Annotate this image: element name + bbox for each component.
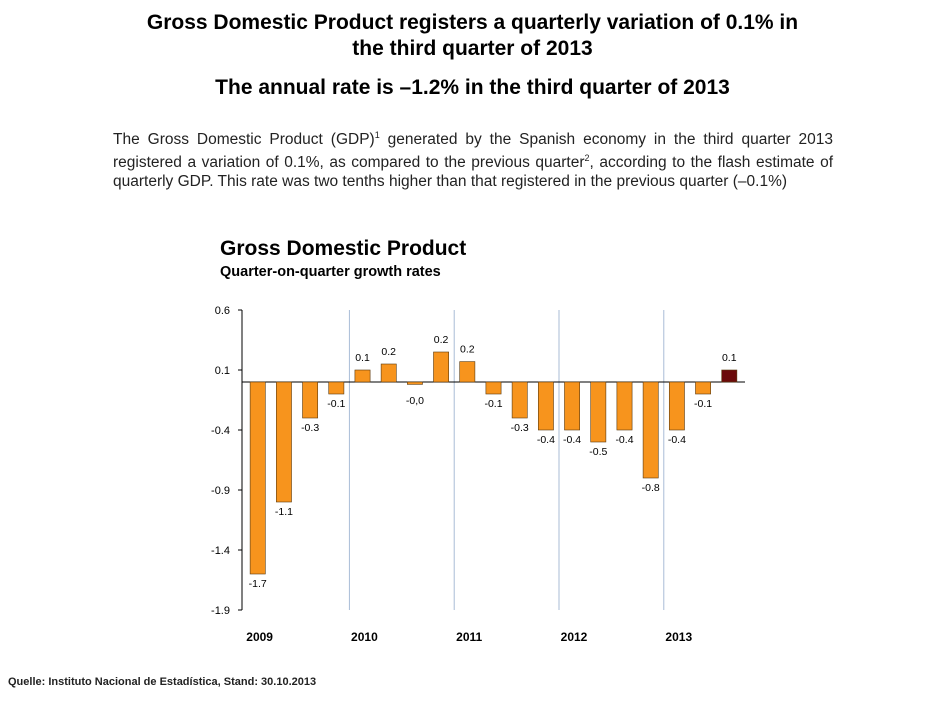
bar-value-label: -1.7 [249,578,267,590]
bar-value-label: -0.4 [563,434,581,446]
intro-part2: generated by the Spanish economy in the … [113,131,834,172]
bar-value-label: -0.4 [615,434,633,446]
y-tick-label: 0.6 [215,305,230,317]
bar [380,363,397,383]
bar [354,369,371,383]
bar-value-label: 0.2 [381,346,396,358]
bar [276,381,292,503]
bar-value-label: -0.4 [537,434,555,446]
bar [511,381,528,419]
main-headline-line2: the third quarter of 2013 [352,37,593,60]
x-year-label: 2011 [456,630,482,644]
main-headline-line1: Gross Domestic Product registers a quart… [146,11,799,34]
main-headline: Gross Domestic Product registers a quart… [0,10,945,62]
bar [564,381,580,431]
x-year-label: 2013 [665,630,692,644]
bar [302,381,319,419]
footnote-2: 2 [584,153,590,164]
y-tick-label: -1.4 [211,545,230,557]
chart-subtitle: Quarter-on-quarter growth rates [220,264,441,280]
bar [328,381,345,395]
bar [695,381,711,395]
intro-part1: The Gross Domestic Product (GDP) [113,131,375,149]
bar [616,381,633,431]
intro-part3: , according to the flash estimate of qua… [113,154,833,191]
bar [590,381,607,443]
y-tick-label: -1.9 [211,605,230,617]
x-year-label: 2012 [561,630,588,644]
y-tick-label: -0.4 [211,425,230,437]
bar-value-label: 0.2 [460,344,475,356]
bar-value-label: 0.1 [722,352,737,364]
bar [537,381,554,431]
bar [668,381,685,431]
bar-value-label: -0.3 [301,422,319,434]
bar [407,381,423,385]
bar-value-label: -0.1 [694,398,712,410]
source-note: Quelle: Instituto Nacional de Estadístic… [8,676,317,688]
bar-value-label: -0.8 [642,482,660,494]
y-tick-label: -0.9 [211,485,230,497]
bar-value-label: -1.1 [275,506,293,518]
x-year-label: 2009 [246,630,273,644]
y-tick-label: 0.1 [215,365,230,377]
bar-value-label: -0.1 [327,398,345,410]
chart-title: Gross Domestic Product [220,237,467,260]
bar-value-label: -0,0 [406,395,424,407]
bar [721,369,738,383]
bar-value-label: -0.5 [589,446,607,458]
bar [459,361,476,383]
bar-value-label: 0.1 [355,352,370,364]
footnote-1: 1 [374,130,380,140]
annual-rate-headline: The annual rate is –1.2% in the third qu… [215,76,730,99]
bar [249,381,266,575]
bar-value-label: -0.1 [484,398,502,410]
bar-value-label: 0.2 [434,334,449,346]
intro-paragraph: The Gross Domestic Product (GDP)1 genera… [113,126,833,191]
bar-value-label: -0.3 [511,422,529,434]
bar-value-label: -0.4 [668,434,686,446]
bar [485,381,502,395]
x-year-label: 2010 [351,630,378,644]
bar [433,351,450,383]
bar [642,381,659,479]
